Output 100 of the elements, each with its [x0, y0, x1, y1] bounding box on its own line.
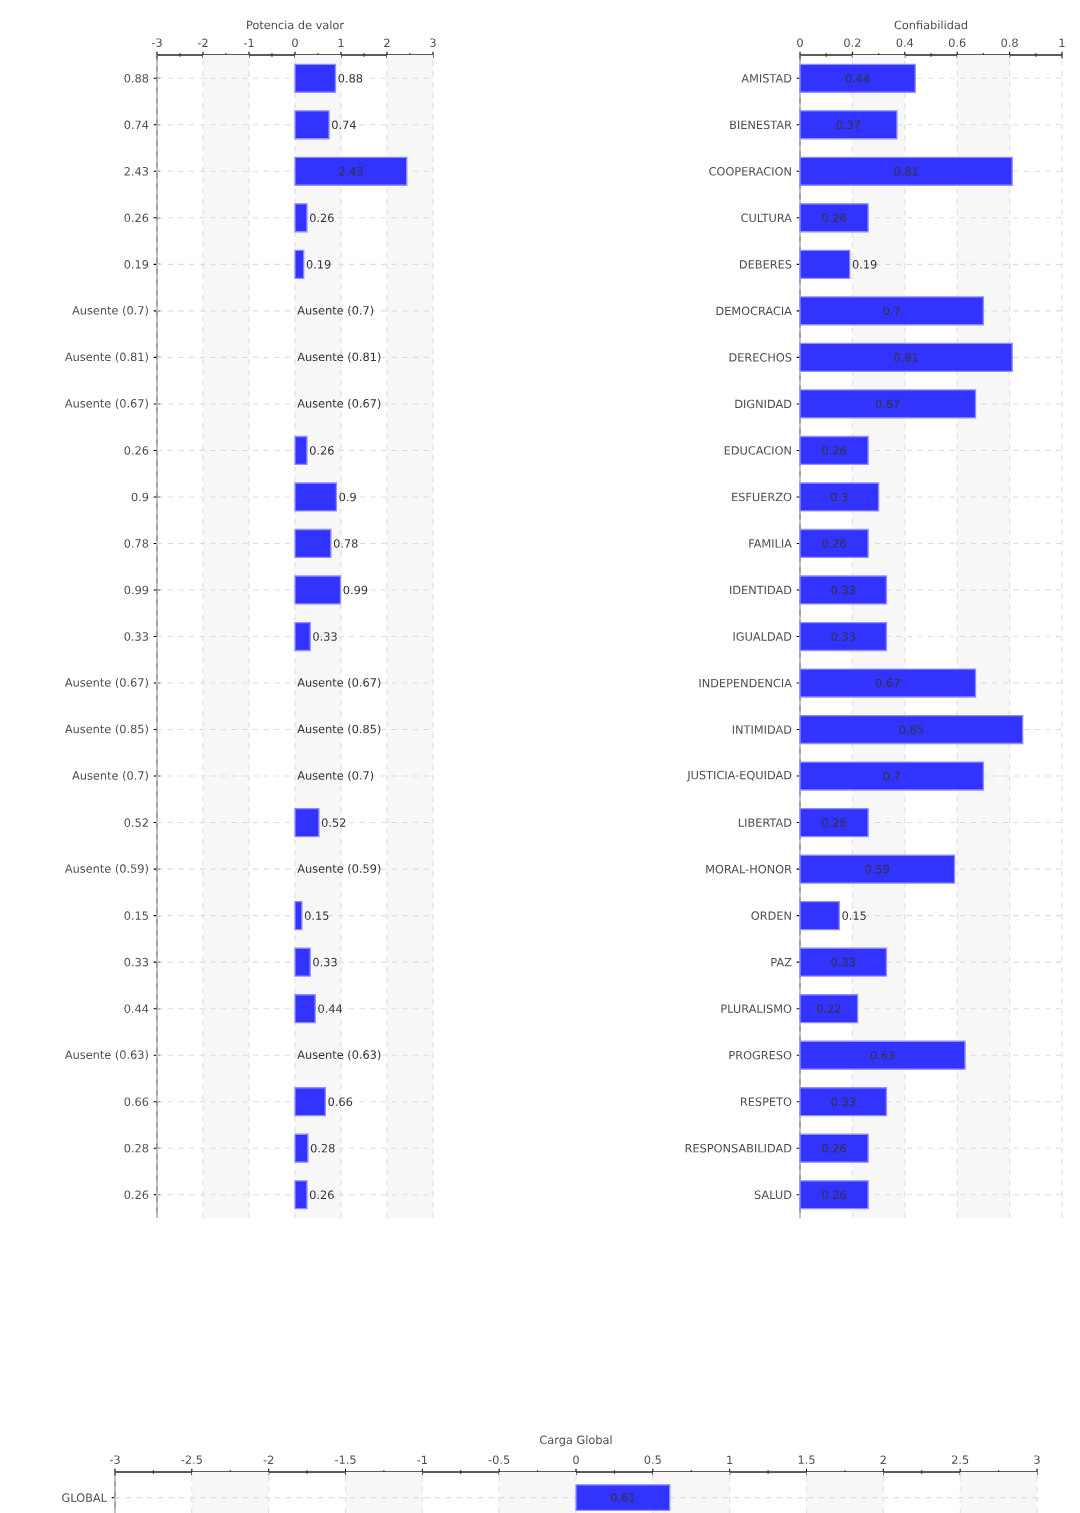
bar: [799, 203, 869, 233]
data-label: 0.15: [304, 911, 329, 920]
y-tick-label: 0.33: [124, 957, 149, 967]
y-tick-label: DEMOCRACIA: [716, 306, 792, 316]
x-tick-label: 1.5: [798, 1455, 815, 1464]
bar: [799, 296, 985, 326]
bar: [799, 156, 1013, 186]
data-label: 0.44: [845, 73, 870, 83]
bar: [294, 156, 408, 186]
text: Ausente (0.67): [297, 677, 381, 689]
data-label: 0.7: [883, 771, 900, 781]
data-label: 0.19: [306, 260, 331, 269]
data-label: 0.67: [875, 399, 900, 409]
y-tick-label: CULTURA: [741, 213, 792, 223]
bar: [799, 342, 1013, 373]
bar: [799, 1040, 966, 1070]
data-label: 0.33: [831, 585, 855, 595]
bar: [294, 63, 337, 93]
bar: [799, 761, 985, 791]
text: Ausente (0.67): [297, 398, 381, 409]
y-tick-label: 0.44: [124, 1004, 149, 1013]
y-tick-label: Ausente (0.7): [72, 771, 148, 782]
data-label: 0.67: [875, 678, 900, 688]
data-label: 0.22: [816, 1004, 841, 1013]
data-label: 0.19: [852, 260, 877, 269]
x-tick-label: -1.5: [334, 1455, 356, 1464]
y-tick-label: Ausente (0.67): [64, 677, 148, 689]
bar: [799, 1087, 888, 1117]
x-tick-label: 3: [1034, 1455, 1040, 1464]
data-label: 0.26: [822, 1143, 846, 1153]
bar: [294, 528, 332, 559]
bar: [294, 110, 330, 140]
data-label: 0.88: [338, 73, 363, 83]
y-tick-label: Ausente (0.59): [64, 864, 148, 875]
bar: [799, 63, 916, 93]
bar: [799, 1180, 869, 1210]
y-tick-label: 0.9: [131, 492, 149, 502]
y-tick-label: RESPONSABILIDAD: [685, 1143, 792, 1153]
bar: [294, 203, 308, 233]
data-label: 0.7: [883, 306, 900, 316]
data-label: 0.52: [321, 818, 346, 827]
bar: [799, 389, 977, 419]
x-axis-title: Carga Global: [540, 1435, 612, 1447]
text: Ausente (0.7): [297, 771, 374, 782]
y-tick-label: Ausente (0.63): [64, 1050, 148, 1061]
bar: [799, 854, 956, 884]
y-tick-label: 0.74: [124, 120, 149, 130]
data-label: 0.26: [822, 1190, 846, 1200]
y-tick-label: AMISTAD: [741, 73, 792, 83]
text: Ausente (0.81): [297, 352, 381, 363]
y-tick-label: Ausente (0.81): [64, 352, 148, 363]
y-tick-label: 0.26: [124, 1190, 149, 1200]
y-tick-label: 2.43: [124, 167, 149, 176]
bar: [799, 714, 1024, 745]
x-tick-label: -2: [263, 1455, 274, 1464]
bar: [799, 621, 888, 652]
x-tick-label: 0: [573, 1455, 579, 1464]
bar: [799, 994, 859, 1024]
x-axis-title: Potencia de valor: [247, 20, 345, 30]
y-tick-label: SALUD: [754, 1190, 792, 1200]
data-label: 0.9: [339, 492, 356, 502]
y-tick-label: 0.26: [124, 213, 149, 223]
y-tick-label: DERECHOS: [729, 353, 792, 362]
x-tick-label: 1: [1059, 38, 1065, 47]
x-tick-label: -2: [197, 38, 208, 47]
data-label: 0.74: [332, 120, 356, 130]
y-tick-label: FAMILIA: [749, 539, 792, 548]
y-tick-label: 0.78: [124, 539, 149, 548]
x-tick-label: -2.5: [181, 1455, 202, 1464]
data-label: 0.15: [842, 911, 866, 920]
x-tick-label: 2.5: [951, 1455, 969, 1464]
data-label: 0.26: [822, 446, 846, 455]
data-label: 0.66: [328, 1097, 353, 1106]
y-tick-label: 0.26: [124, 446, 149, 455]
x-tick-label: 2: [384, 38, 390, 47]
y-tick-label: DEBERES: [740, 260, 792, 269]
data-label: 0.85: [899, 725, 923, 734]
bar: [799, 668, 977, 698]
bar: [799, 110, 898, 140]
data-label: 0.81: [894, 167, 918, 176]
bar: [294, 1180, 308, 1210]
text: Ausente (0.7): [297, 305, 374, 316]
bar: [799, 901, 840, 931]
y-tick-label: MORAL-HONOR: [706, 864, 792, 874]
data-label: 0.26: [822, 213, 846, 223]
y-tick-label: ORDEN: [751, 911, 791, 920]
x-tick-label: 0.6: [948, 38, 966, 47]
bar: [799, 528, 869, 559]
y-tick-label: PLURALISMO: [721, 1004, 792, 1013]
data-label: 0.37: [836, 120, 861, 130]
bar: [294, 947, 311, 977]
x-tick-label: 0.5: [644, 1455, 661, 1464]
x-tick-label: 1: [338, 38, 344, 47]
data-label: 0.33: [313, 632, 337, 641]
bar: [799, 482, 880, 512]
x-tick-label: -1: [417, 1455, 427, 1464]
y-tick-label: RESPETO: [741, 1097, 792, 1106]
x-tick-label: 0.2: [844, 38, 861, 47]
bar: [799, 1133, 869, 1163]
y-tick-label: 0.99: [124, 585, 149, 595]
